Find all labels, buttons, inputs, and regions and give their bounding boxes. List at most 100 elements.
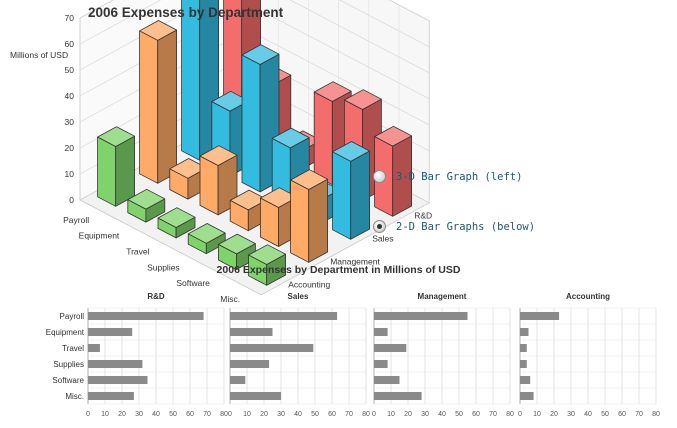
panel-x-tick-label: 40	[438, 411, 446, 418]
bar-3d-sales-travel	[241, 44, 280, 193]
panel-x-tick-label: 0	[228, 411, 232, 418]
bar-top-face	[248, 244, 287, 265]
bar-top-face	[139, 20, 178, 41]
category-label-travel: Travel	[126, 247, 149, 257]
panel-x-tick-label: 80	[652, 411, 660, 418]
chart-3d-plot: 0 10 20 30 40 50 60 70	[65, 0, 431, 296]
bar-top-face	[157, 207, 196, 228]
bar-top-face	[313, 81, 352, 102]
panel-category-label-payroll: Payroll	[60, 312, 85, 321]
bar-panels-title: 2006 Expenses by Department in Millions …	[216, 264, 461, 276]
series-label-management: Management	[330, 256, 380, 266]
y-tick-label: 70	[65, 13, 75, 23]
panel-sales: Sales 0 10 20 30 40 50 60 70 80	[228, 292, 370, 418]
panel-bar-misc	[88, 392, 134, 400]
panel-x-tick-label: 30	[567, 411, 575, 418]
panel-x-tick-label: 70	[635, 411, 643, 418]
panel-x-tick-label: 60	[472, 411, 480, 418]
category-label-supplies: Supplies	[147, 262, 180, 272]
y-tick-label: 30	[65, 117, 75, 127]
radio-2d-label: 2-D Bar Graphs (below)	[396, 220, 536, 233]
panel-bar-payroll	[88, 312, 204, 320]
panel-x-tick-label: 10	[243, 411, 251, 418]
panel-x-tick-label: 20	[550, 411, 558, 418]
panel-bar-software	[520, 376, 531, 384]
bar-top-face	[343, 89, 382, 110]
panel-x-tick-label: 50	[169, 411, 177, 418]
panel-bar-travel	[230, 344, 314, 352]
category-label-software: Software	[176, 278, 210, 288]
panel-bar-payroll	[374, 312, 468, 320]
panel-accounting: Accounting 0 10 20 30 40 50 60 70 80	[518, 292, 660, 418]
panel-x-tick-label: 0	[372, 411, 376, 418]
bar-top-face	[127, 188, 166, 210]
bar-3d-accounting-travel	[157, 207, 196, 239]
panel-title: R&D	[147, 292, 165, 301]
panel-x-tick-label: 10	[533, 411, 541, 418]
bar-3d-accounting-equipment	[127, 188, 166, 223]
panel-x-tick-label: 10	[387, 411, 395, 418]
y-axis-label: Millions of USD	[10, 50, 68, 60]
radio-2d-bar-graphs[interactable]: 2-D Bar Graphs (below)	[373, 220, 535, 233]
y-tick-label: 40	[65, 91, 75, 101]
radio-3d-bar-graph[interactable]: 3-D Bar Graph (left)	[373, 170, 522, 183]
y-tick-label: 60	[65, 39, 75, 49]
chart-3d-title: 2006 Expenses by Department	[88, 5, 284, 20]
bar-3d-sales-misc	[332, 141, 371, 240]
bar-top-face	[217, 233, 256, 255]
bar-top-face	[290, 169, 329, 190]
panel-x-tick-label: 30	[135, 411, 143, 418]
panel-bar-travel	[374, 344, 407, 352]
panel-category-label-software: Software	[52, 376, 84, 385]
y-tick-label: 10	[65, 169, 75, 179]
bar-3d-accounting-software	[217, 233, 256, 270]
panel-bar-misc	[520, 392, 534, 400]
panel-r-d: R&D 0 10 20 30 40 50 60 70 80	[86, 292, 228, 418]
panel-bar-supplies	[520, 360, 527, 368]
radio-3d-circle-icon[interactable]	[373, 170, 386, 183]
bar-3d-accounting-misc	[248, 244, 287, 286]
bar-3d-management-misc	[290, 169, 329, 263]
series-label-accounting: Accounting	[288, 279, 330, 289]
panel-x-tick-label: 30	[277, 411, 285, 418]
series-label-sales: Sales	[372, 233, 393, 243]
bar-top-face	[332, 141, 371, 162]
bar-top-face	[271, 127, 310, 149]
radio-2d-circle-icon[interactable]	[373, 220, 386, 233]
panel-x-tick-label: 40	[584, 411, 592, 418]
panel-x-tick-label: 80	[220, 411, 228, 418]
series-label-r-d: R&D	[414, 210, 432, 220]
panel-title: Management	[418, 292, 467, 301]
panel-category-label-supplies: Supplies	[53, 360, 84, 369]
panel-bar-software	[374, 376, 400, 384]
panel-bar-travel	[520, 344, 527, 352]
panel-category-label-travel: Travel	[62, 344, 84, 353]
bar-3d-management-payroll	[139, 20, 178, 184]
panel-x-tick-label: 40	[294, 411, 302, 418]
panel-x-tick-label: 40	[152, 411, 160, 418]
panel-bar-equipment	[230, 328, 273, 336]
bar-front-face	[181, 0, 201, 161]
panel-bar-travel	[88, 344, 100, 352]
panel-x-tick-label: 20	[260, 411, 268, 418]
panel-bar-supplies	[88, 360, 143, 368]
y-tick-label: 20	[65, 143, 75, 153]
bar-top-face	[187, 223, 226, 244]
panel-x-tick-label: 50	[455, 411, 463, 418]
panel-x-tick-label: 70	[345, 411, 353, 418]
panel-category-label-misc: Misc.	[65, 392, 84, 401]
panel-bar-misc	[230, 392, 281, 400]
panel-bar-software	[88, 376, 148, 384]
panel-bar-payroll	[520, 312, 560, 320]
panel-bar-equipment	[520, 328, 529, 336]
panel-x-tick-label: 50	[601, 411, 609, 418]
panel-category-label-equipment: Equipment	[46, 328, 85, 337]
panel-management: Management 0 10 20 30 40 50 60 70 80	[372, 292, 514, 418]
panel-bar-software	[230, 376, 246, 384]
panel-x-tick-label: 80	[506, 411, 514, 418]
panel-title: Accounting	[566, 292, 610, 301]
bar-top-face	[374, 125, 413, 147]
bar-top-face	[241, 44, 280, 65]
